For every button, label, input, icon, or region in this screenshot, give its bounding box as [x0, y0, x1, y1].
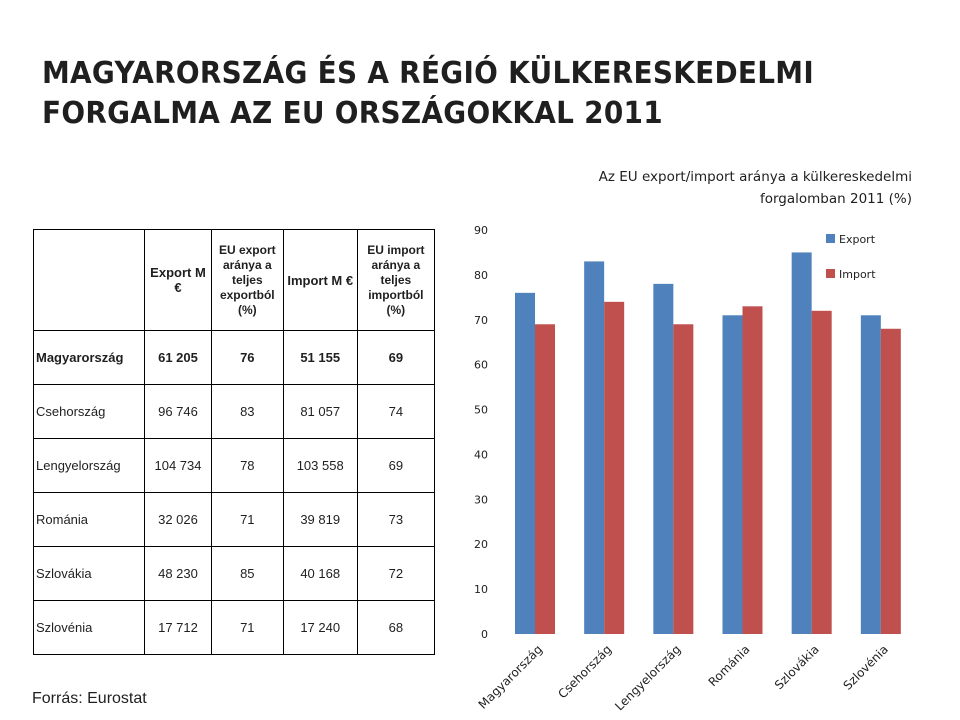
table-cell: Magyarország	[32, 330, 146, 385]
table-row: Magyarország 61 205 76 51 155 69	[32, 330, 436, 385]
table-cell: 81 057	[282, 384, 358, 439]
table-cell: 17 240	[282, 600, 358, 655]
y-tick-label: 60	[474, 359, 488, 372]
source-note: Forrás: Eurostat	[32, 690, 147, 707]
table-header-row: Export M € EU export aránya a teljes exp…	[32, 229, 436, 331]
table-cell: 48 230	[144, 546, 212, 601]
page-title: MAGYARORSZÁG ÉS A RÉGIÓ KÜLKERESKEDELMI …	[42, 54, 879, 134]
y-tick-label: 70	[474, 314, 488, 327]
import-bar	[880, 328, 901, 634]
table-cell: 61 205	[144, 330, 212, 385]
table-cell: 96 746	[144, 384, 212, 439]
table-cell: 73	[356, 492, 436, 547]
y-tick-label: 0	[481, 628, 488, 641]
table-header-cell	[32, 229, 146, 331]
table-cell: 68	[356, 600, 436, 655]
import-bar	[535, 324, 555, 634]
table-cell: 104 734	[144, 438, 212, 493]
y-tick-label: 40	[474, 448, 488, 461]
table-row: Csehország 96 746 83 81 057 74	[32, 384, 436, 439]
import-bar	[742, 306, 763, 634]
import-bar	[673, 324, 694, 634]
import-bar	[604, 301, 625, 634]
y-tick-label: 90	[474, 224, 488, 237]
legend-swatch-import	[826, 269, 835, 278]
table-cell: 17 712	[144, 600, 212, 655]
page-title-line-2: FORGALMA AZ EU ORSZÁGOKKAL 2011	[42, 96, 663, 131]
table-cell: 71	[210, 600, 284, 655]
page-title-line-1: MAGYARORSZÁG ÉS A RÉGIÓ KÜLKERESKEDELMI	[42, 56, 814, 91]
table-cell: 85	[210, 546, 284, 601]
x-tick-label: Lengyelország	[612, 642, 683, 713]
export-bar	[515, 292, 535, 634]
trade-table: Export M € EU export aránya a teljes exp…	[32, 229, 436, 655]
table-cell: 51 155	[282, 330, 358, 385]
x-tick-label: Csehország	[555, 642, 614, 701]
legend-label-import: Import	[839, 268, 876, 281]
table-cell: 71	[210, 492, 284, 547]
legend-label-export: Export	[839, 233, 876, 246]
table-row: Románia 32 026 71 39 819 73	[32, 492, 436, 547]
table-cell: Szlovákia	[32, 546, 146, 601]
table-cell: 39 819	[282, 492, 358, 547]
export-bar	[860, 315, 881, 634]
chart-title: Az EU export/import aránya a külkeresked…	[500, 166, 912, 210]
y-tick-label: 80	[474, 269, 488, 282]
table-row: Szlovénia 17 712 71 17 240 68	[32, 600, 436, 655]
y-tick-label: 20	[474, 538, 488, 551]
table-cell: Szlovénia	[32, 600, 146, 655]
export-bar	[584, 261, 605, 634]
export-bar	[791, 252, 812, 634]
table-cell: 32 026	[144, 492, 212, 547]
x-tick-label: Magyarország	[476, 642, 545, 711]
y-tick-label: 10	[474, 583, 488, 596]
y-tick-label: 30	[474, 493, 488, 506]
table-row: Lengyelország 104 734 78 103 558 69	[32, 438, 436, 493]
table-header-cell: Import M €	[282, 229, 358, 331]
table-cell: 72	[356, 546, 436, 601]
y-tick-label: 50	[474, 404, 488, 417]
export-bar	[653, 283, 674, 634]
table-cell: 83	[210, 384, 284, 439]
import-bar	[811, 310, 832, 634]
table-row: Szlovákia 48 230 85 40 168 72	[32, 546, 436, 601]
table-cell: 78	[210, 438, 284, 493]
table-cell: Románia	[32, 492, 146, 547]
x-tick-label: Szlovákia	[772, 642, 822, 692]
legend-swatch-export	[826, 234, 835, 243]
x-tick-label: Románia	[706, 642, 753, 689]
x-tick-label: Szlovénia	[840, 642, 890, 692]
table-cell: Csehország	[32, 384, 146, 439]
table-header-cell: EU import aránya a teljes importból (%)	[356, 229, 436, 331]
chart-title-line-1: Az EU export/import aránya a külkeresked…	[598, 169, 912, 185]
export-bar	[722, 315, 743, 634]
chart-title-line-2: forgalomban 2011 (%)	[759, 191, 912, 207]
table-cell: 69	[356, 330, 436, 385]
